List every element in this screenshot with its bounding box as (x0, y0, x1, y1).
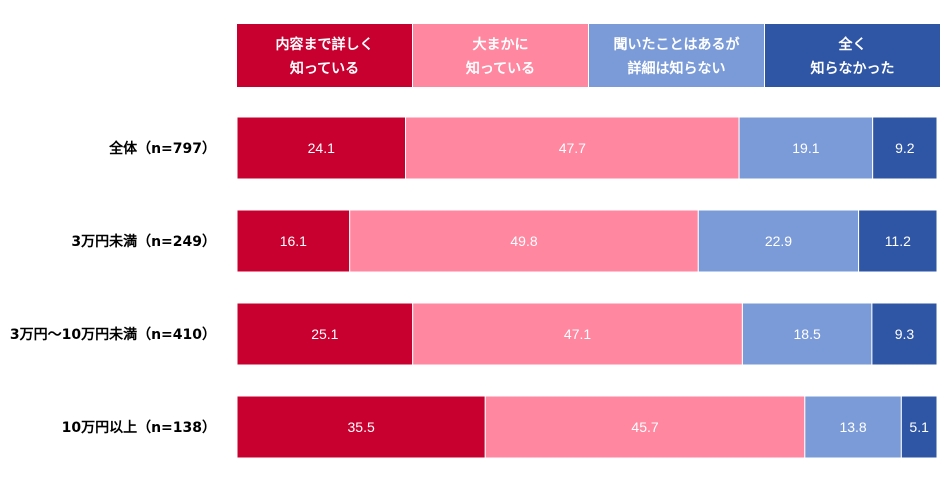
data-label-1-1: 49.8 (510, 233, 537, 249)
legend-swatch-3 (765, 24, 940, 87)
legend-label-0: 内容まで詳しく知っている (276, 36, 374, 77)
legend-label-2: 聞いたことはあるが詳細は知らない (614, 36, 741, 77)
legend-swatch-2 (589, 24, 764, 87)
bar-segment-2-0 (236, 302, 414, 366)
data-label-1-2: 22.9 (765, 233, 792, 249)
legend-label-3: 全く知らなかった (811, 36, 895, 77)
data-label-2-0: 25.1 (311, 326, 338, 342)
bar-segment-3-2 (804, 395, 902, 459)
bar-segment-2-1 (412, 302, 743, 366)
category-label-3: 10万円以上（n=138） (62, 420, 216, 436)
bar-segment-1-3 (858, 209, 938, 273)
data-label-3-1: 45.7 (631, 419, 658, 435)
category-label-1: 3万円未満（n=249） (71, 233, 216, 250)
category-label-0: 全体（n=797） (108, 140, 216, 157)
bars: 24.1 47.7 19.1 9.2 16.1 49.8 22.9 11.2 25.1 47.1 1… (236, 116, 938, 459)
data-label-2-2: 18.5 (794, 326, 821, 342)
legend-swatch-1 (413, 24, 588, 87)
bar-segment-2-3 (871, 302, 938, 366)
data-label-3-3: 5.1 (909, 419, 929, 435)
bar-segment-1-2 (697, 209, 860, 273)
bar-segment-3-1 (484, 395, 806, 459)
data-label-0-0: 24.1 (308, 140, 335, 156)
legend: 内容まで詳しく知っている 大まかに知っている 聞いたことはあるが詳細は知らない 全く知… (237, 24, 940, 87)
data-label-0-2: 19.1 (792, 140, 819, 156)
legend-label-1: 大まかに知っている (466, 36, 535, 77)
category-label-2: 3万円～10万円未満（n=410） (10, 326, 216, 343)
bar-segment-3-0 (236, 395, 486, 459)
bar-segment-0-0 (236, 116, 407, 180)
data-label-0-1: 47.7 (559, 140, 586, 156)
category-labels: 全体（n=797） 3万円未満（n=249） 3万円～10万円未満（n=410） 10… (10, 140, 216, 436)
bar-segment-1-0 (236, 209, 351, 273)
bar-segment-0-3 (872, 116, 938, 180)
data-label-1-0: 16.1 (280, 233, 307, 249)
bar-segment-0-1 (405, 116, 740, 180)
bar-segment-3-3 (900, 395, 938, 459)
data-label-1-3: 11.2 (885, 233, 911, 249)
bar-segment-0-2 (738, 116, 874, 180)
data-label-2-1: 47.1 (564, 326, 591, 342)
data-label-2-3: 9.3 (895, 326, 915, 342)
bar-segment-1-1 (349, 209, 699, 273)
data-label-0-3: 9.2 (895, 140, 915, 156)
data-label-3-2: 13.8 (839, 419, 866, 435)
data-label-3-0: 35.5 (348, 419, 375, 435)
legend-swatch-0 (237, 24, 412, 87)
